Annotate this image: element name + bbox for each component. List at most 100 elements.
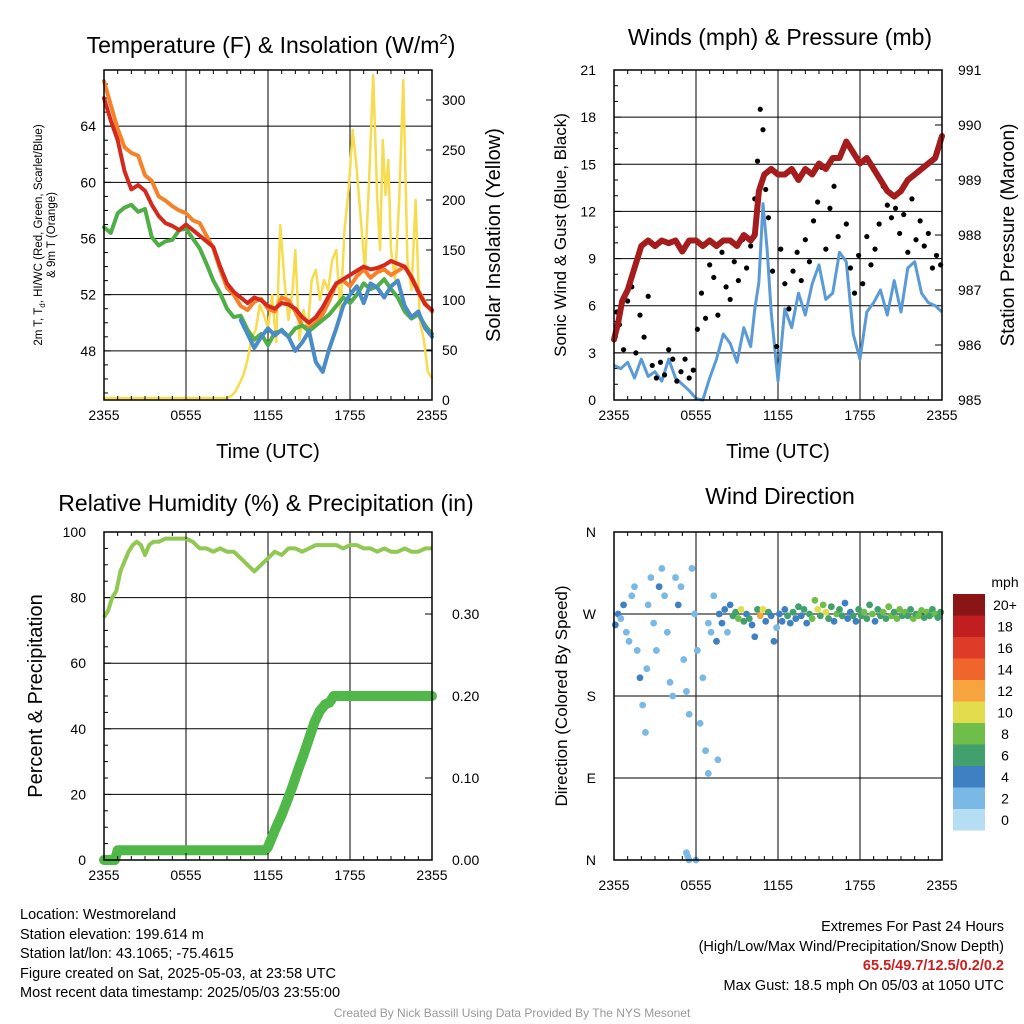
series-rh bbox=[102, 536, 432, 619]
y-tick-label: 6 bbox=[588, 298, 596, 314]
gust-point bbox=[929, 265, 936, 271]
direction-point bbox=[631, 583, 638, 591]
y-axis-label-line2: & 9m T (Orange) bbox=[46, 192, 58, 278]
gust-point bbox=[913, 237, 919, 243]
direction-point bbox=[819, 601, 827, 609]
direction-point bbox=[617, 615, 625, 622]
direction-point bbox=[773, 624, 781, 632]
series-sonic-wind bbox=[613, 202, 944, 402]
gust-point bbox=[786, 306, 792, 312]
gust-point bbox=[790, 268, 796, 274]
x-axis-label: Time (UTC) bbox=[216, 441, 320, 463]
x-tick-label: 0555 bbox=[680, 877, 711, 893]
direction-point bbox=[734, 615, 742, 622]
direction-point bbox=[759, 606, 767, 613]
colorbar-label: 4 bbox=[1001, 769, 1009, 785]
series-pressure bbox=[611, 133, 945, 343]
x-tick-label: 2355 bbox=[88, 867, 119, 883]
direction-point bbox=[890, 608, 898, 616]
gust-point bbox=[925, 230, 931, 237]
y-tick-label: 9 bbox=[588, 251, 596, 267]
direction-point bbox=[882, 615, 890, 622]
series-hiwc bbox=[238, 278, 434, 374]
gust-point bbox=[694, 326, 700, 332]
direction-point bbox=[907, 606, 914, 613]
direction-point bbox=[816, 612, 824, 620]
gust-point bbox=[802, 237, 808, 243]
x-tick-label: 2355 bbox=[926, 407, 957, 423]
gust-point bbox=[690, 367, 696, 373]
y-axis-label: Percent & Precipitation bbox=[25, 594, 47, 797]
direction-point bbox=[702, 747, 709, 755]
y2-tick-label: 986 bbox=[958, 337, 982, 353]
y2-tick-label: 985 bbox=[958, 392, 982, 408]
direction-point bbox=[685, 710, 693, 718]
y-tick-label: 52 bbox=[80, 287, 96, 303]
gust-point bbox=[682, 356, 688, 362]
direction-point bbox=[756, 612, 764, 620]
y2-tick-label: 991 bbox=[958, 62, 982, 78]
direction-point bbox=[751, 633, 759, 641]
direction-point bbox=[879, 608, 887, 616]
x-tick-label: 1755 bbox=[844, 877, 875, 893]
gust-point bbox=[765, 215, 772, 221]
direction-point bbox=[934, 614, 942, 622]
direction-point bbox=[611, 621, 619, 629]
direction-point bbox=[786, 619, 794, 627]
gust-point bbox=[743, 265, 750, 271]
y2-tick-label: 0 bbox=[442, 392, 450, 408]
panel-humidity: 0 20 40 60 80 100 0.00 0.10 0.20 0.30 2355 0555 1155… bbox=[25, 490, 479, 883]
gust-point bbox=[620, 347, 627, 353]
direction-point bbox=[855, 606, 863, 613]
x-tick-label: 2355 bbox=[598, 407, 629, 423]
gust-point bbox=[731, 259, 737, 265]
gust-point bbox=[835, 233, 841, 240]
gust-point bbox=[827, 205, 833, 211]
extremes-subtitle: (High/Low/Max Wind/Precipitation/Snow De… bbox=[698, 938, 1004, 955]
gust-point bbox=[888, 215, 895, 221]
direction-point bbox=[633, 647, 641, 654]
direction-point bbox=[852, 617, 860, 625]
colorbar-label: 16 bbox=[997, 640, 1013, 656]
created-text: Figure created on Sat, 2025-05-03, at 23… bbox=[20, 965, 336, 982]
gust-point bbox=[625, 298, 631, 304]
gust-point bbox=[711, 274, 717, 281]
direction-point bbox=[740, 617, 748, 625]
direction-point bbox=[748, 621, 756, 629]
gust-point bbox=[917, 218, 923, 224]
direction-point bbox=[762, 617, 770, 625]
y-tick-label: 100 bbox=[63, 524, 87, 540]
direction-point bbox=[860, 608, 868, 616]
gust-point bbox=[815, 199, 821, 205]
gust-point bbox=[843, 221, 849, 227]
grid-winds bbox=[614, 70, 942, 400]
gust-point bbox=[769, 268, 776, 274]
direction-point bbox=[688, 565, 696, 572]
gust-point bbox=[901, 211, 907, 218]
x-tick-label: 1155 bbox=[763, 877, 793, 893]
direction-point bbox=[841, 599, 849, 607]
colorbar-swatch bbox=[953, 680, 985, 702]
y-tick-label: 60 bbox=[80, 174, 96, 190]
y-tick-label: W bbox=[583, 606, 597, 622]
gust-point bbox=[810, 218, 817, 224]
gust-point bbox=[909, 196, 915, 202]
y2-tick-label: 987 bbox=[958, 282, 982, 298]
direction-point bbox=[639, 701, 647, 709]
colorbar-swatch bbox=[953, 701, 985, 723]
x-tick-label: 2355 bbox=[598, 877, 629, 893]
x-tick-label: 1155 bbox=[763, 407, 793, 423]
y-tick-label: S bbox=[587, 688, 596, 704]
direction-point bbox=[683, 688, 690, 695]
y-tick-label: 3 bbox=[588, 345, 596, 361]
x-tick-label: 1155 bbox=[253, 867, 283, 883]
gust-point bbox=[719, 249, 725, 255]
colorbar-label: 6 bbox=[1001, 747, 1009, 763]
direction-point bbox=[669, 692, 677, 700]
gust-point bbox=[674, 378, 680, 384]
gust-point bbox=[884, 202, 890, 208]
gust-point bbox=[847, 265, 854, 271]
direction-point bbox=[718, 619, 726, 627]
